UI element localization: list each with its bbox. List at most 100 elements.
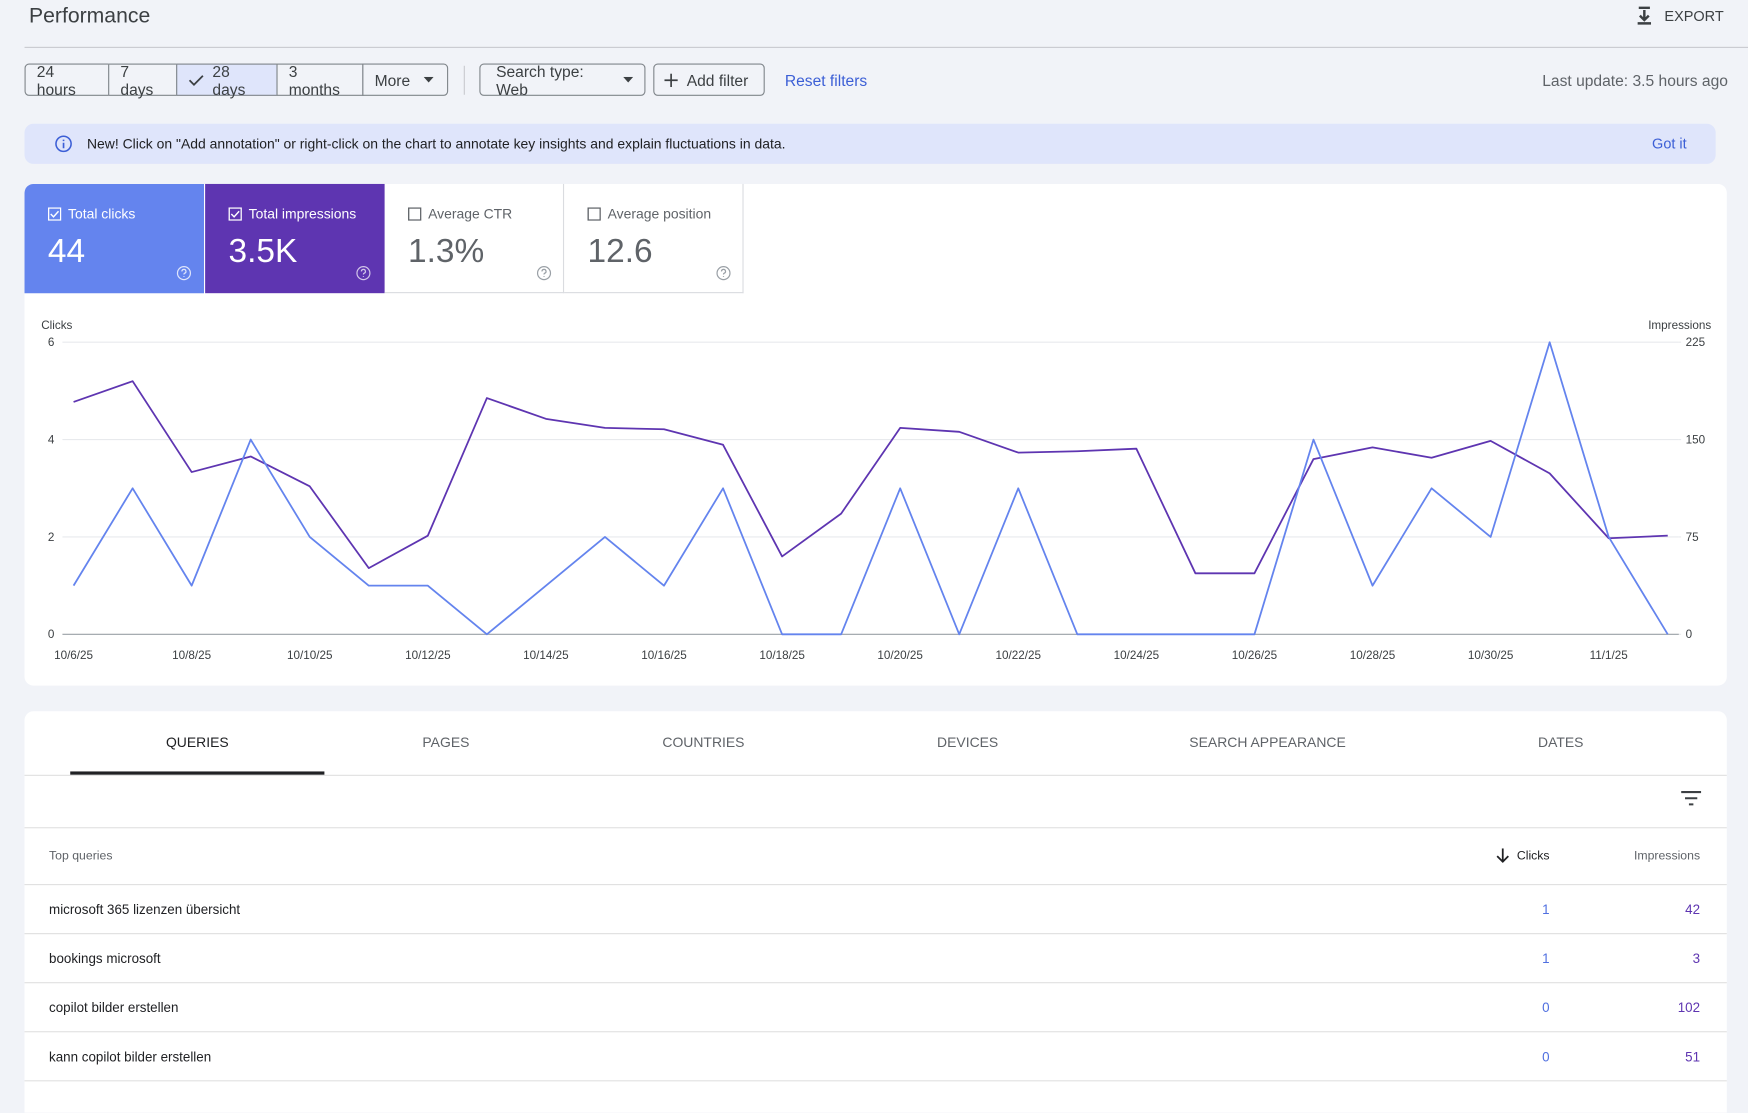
- x-tick-label: 10/20/25: [877, 649, 923, 662]
- metric-value: 1.3%: [408, 232, 485, 270]
- x-tick-label: 10/30/25: [1468, 649, 1514, 662]
- x-tick-label: 10/24/25: [1114, 649, 1160, 662]
- divider: [24, 774, 1727, 776]
- table-row[interactable]: copilot bilder erstellen 0 102: [24, 982, 1727, 1032]
- series-line: [72, 341, 1669, 636]
- page: Performance EXPORT 24 hours 7 days 28 da…: [24, 4, 1748, 1113]
- column-header[interactable]: Clicks: [1516, 849, 1550, 863]
- help-icon[interactable]: [356, 265, 372, 281]
- y2-axis-label: Impressions: [1648, 319, 1711, 332]
- x-tick-label: 10/16/25: [641, 649, 687, 662]
- divider: [24, 46, 1748, 48]
- y2-tick-label: 225: [1686, 336, 1706, 349]
- x-tick-label: 10/18/25: [759, 649, 805, 662]
- column-header: Top queries: [49, 849, 113, 863]
- y2-tick-label: 150: [1686, 434, 1706, 447]
- metric-value: 3.5K: [228, 232, 298, 270]
- x-tick-label: 10/14/25: [523, 649, 569, 662]
- plus-icon: [664, 73, 678, 87]
- metric-card[interactable]: Total clicks 44: [24, 183, 205, 294]
- annotation-banner: New! Click on "Add annotation" or right-…: [24, 123, 1716, 164]
- y2-tick-label: 0: [1686, 628, 1693, 641]
- x-tick-label: 10/28/25: [1350, 649, 1396, 662]
- checkbox-checked: [47, 207, 62, 221]
- y-tick-label: 4: [48, 434, 55, 447]
- sort-arrow[interactable]: [1496, 848, 1509, 863]
- more-label: More: [374, 70, 411, 89]
- y-tick-label: 6: [48, 336, 55, 349]
- query-cell: bookings microsoft: [49, 950, 161, 967]
- filter-icon[interactable]: [1681, 790, 1702, 806]
- y2-tick-label: 75: [1686, 531, 1700, 544]
- y-axis-label: Clicks: [41, 319, 72, 332]
- table-row[interactable]: bookings microsoft 1 3: [24, 933, 1727, 983]
- tab[interactable]: PAGES: [422, 734, 470, 751]
- impressions-cell: 102: [1677, 999, 1701, 1016]
- x-tick-label: 10/10/25: [287, 649, 333, 662]
- metric-label: Average position: [607, 206, 712, 222]
- y-tick-label: 2: [48, 531, 55, 544]
- table-row[interactable]: microsoft 365 lizenzen übersicht 1 42: [24, 884, 1727, 934]
- tab-selected[interactable]: QUERIES: [165, 734, 229, 751]
- metric-value: 12.6: [587, 232, 653, 270]
- last-update: Last update: 3.5 hours ago: [1542, 71, 1728, 90]
- checkbox: [408, 207, 422, 221]
- x-tick-label: 11/1/25: [1590, 649, 1629, 662]
- query-cell: microsoft 365 lizenzen übersicht: [49, 901, 241, 918]
- metric-label: Average CTR: [428, 206, 513, 222]
- impressions-cell: 51: [1685, 1049, 1701, 1065]
- query-cell: copilot bilder erstellen: [49, 999, 179, 1016]
- period-button-selected[interactable]: 28 days: [176, 62, 278, 98]
- metric-card[interactable]: Average CTR 1.3%: [384, 183, 565, 294]
- impressions-cell: 42: [1685, 901, 1701, 918]
- x-tick-label: 10/6/25: [54, 649, 93, 662]
- export-button[interactable]: EXPORT: [1664, 7, 1724, 25]
- period-button[interactable]: 7 days: [108, 62, 178, 98]
- reset-filters-link[interactable]: Reset filters: [784, 71, 868, 90]
- column-header[interactable]: Impressions: [1633, 849, 1701, 863]
- query-cell: kann copilot bilder erstellen: [49, 1049, 212, 1065]
- search-type-button[interactable]: Search type: Web: [479, 62, 646, 98]
- check-icon: [188, 74, 204, 86]
- more-button[interactable]: More: [362, 63, 449, 96]
- info-icon: [55, 135, 72, 153]
- impressions-cell: 3: [1692, 950, 1701, 967]
- help-icon[interactable]: [176, 265, 192, 281]
- metric-label: Total clicks: [68, 206, 136, 222]
- metric-value: 44: [47, 232, 86, 270]
- x-tick-label: 10/8/25: [172, 649, 211, 662]
- x-tick-label: 10/26/25: [1232, 649, 1278, 662]
- checkbox: [587, 207, 601, 221]
- metric-card[interactable]: Average position 12.6: [564, 183, 744, 294]
- period-button[interactable]: 3 months: [276, 62, 364, 98]
- row-divider: [24, 1080, 1727, 1092]
- series-line: [73, 380, 1668, 575]
- add-filter-button[interactable]: Add filter: [653, 63, 765, 96]
- dropdown-arrow: [423, 76, 434, 82]
- tab[interactable]: DATES: [1538, 734, 1584, 751]
- x-tick-label: 10/12/25: [405, 649, 451, 662]
- tab[interactable]: SEARCH APPEARANCE: [1189, 734, 1346, 751]
- metric-label: Total impressions: [248, 206, 357, 222]
- checkbox-checked: [228, 207, 242, 221]
- help-icon[interactable]: [716, 265, 732, 281]
- screen: Performance EXPORT 24 hours 7 days 28 da…: [24, 4, 1748, 1113]
- tab[interactable]: DEVICES: [937, 734, 999, 751]
- metric-card[interactable]: Total impressions 3.5K: [205, 183, 385, 294]
- download-icon: [1637, 6, 1652, 25]
- got-it-button[interactable]: Got it: [1652, 134, 1687, 152]
- chart: Clicks Impressions 0 2 4 6 0 75 150 225 10/6/25 10/…: [41, 319, 1711, 662]
- tab[interactable]: COUNTRIES: [662, 734, 745, 751]
- clicks-cell: 0: [1542, 999, 1550, 1016]
- table-row[interactable]: kann copilot bilder erstellen 0 51: [24, 1031, 1727, 1081]
- tab-indicator: [70, 771, 325, 775]
- banner-text: New! Click on "Add annotation" or right-…: [86, 136, 786, 152]
- x-tick-label: 10/22/25: [996, 649, 1042, 662]
- help-icon[interactable]: [536, 265, 552, 281]
- period-button[interactable]: 24 hours: [24, 62, 110, 98]
- page-title: Performance: [28, 4, 151, 28]
- divider: [24, 827, 1727, 829]
- clicks-cell: 1: [1542, 901, 1550, 918]
- separator: [463, 65, 465, 95]
- clicks-cell: 1: [1542, 950, 1550, 967]
